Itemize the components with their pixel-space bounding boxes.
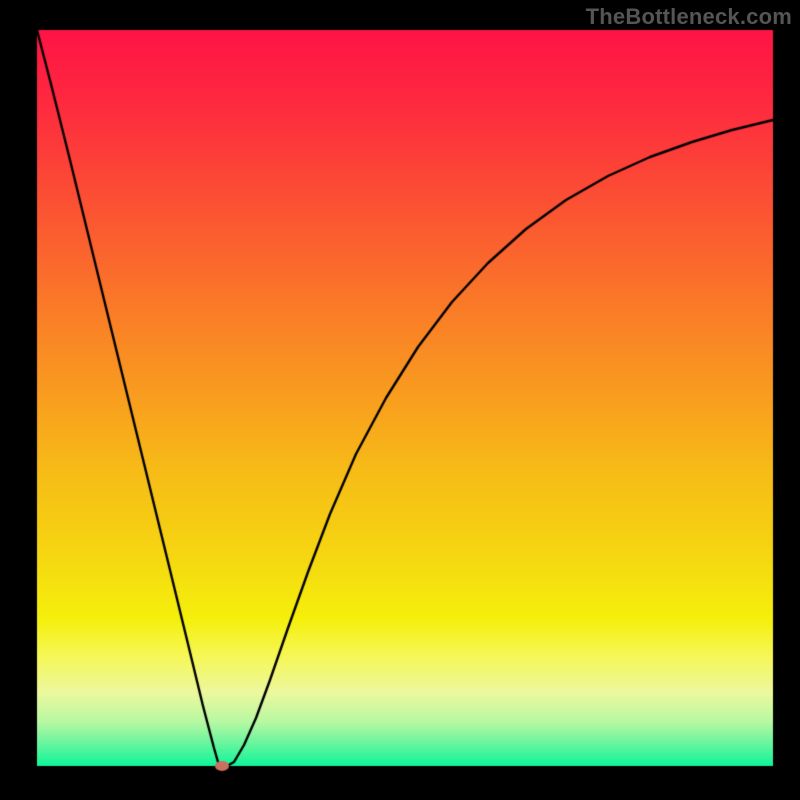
bottleneck-chart-canvas [0, 0, 800, 800]
watermark-label: TheBottleneck.com [586, 4, 792, 30]
chart-container: TheBottleneck.com [0, 0, 800, 800]
